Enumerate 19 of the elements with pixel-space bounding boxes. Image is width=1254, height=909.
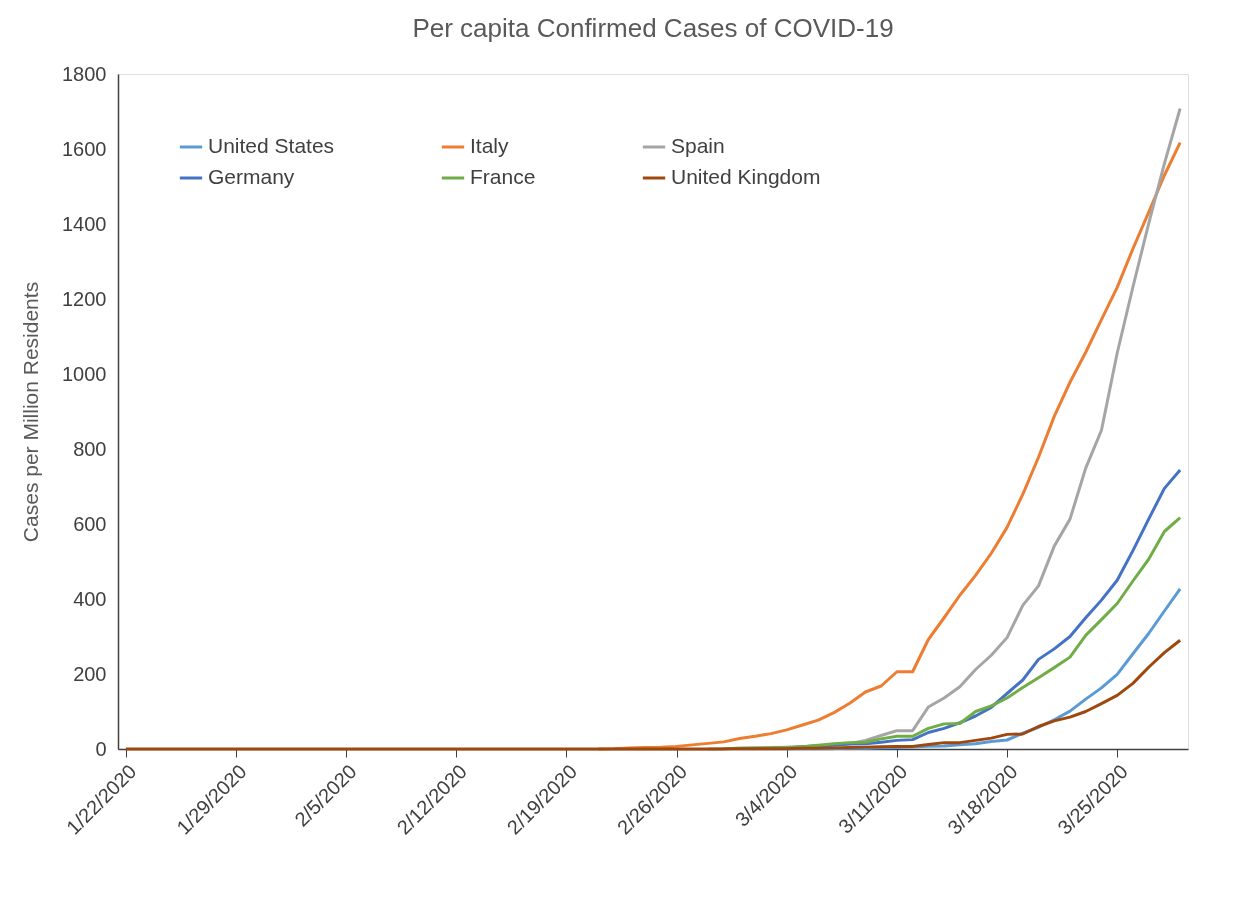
legend-label: United Kingdom bbox=[671, 165, 821, 188]
y-tick-label: 200 bbox=[73, 662, 107, 685]
y-tick-label: 1200 bbox=[62, 287, 107, 310]
chart-title: Per capita Confirmed Cases of COVID-19 bbox=[412, 13, 894, 43]
y-tick-label: 1800 bbox=[62, 62, 107, 85]
y-tick-label: 600 bbox=[73, 512, 107, 535]
y-tick-label: 400 bbox=[73, 587, 107, 610]
y-tick-label: 0 bbox=[95, 737, 107, 760]
y-tick-label: 1000 bbox=[62, 362, 107, 385]
y-axis-title: Cases per Million Residents bbox=[19, 281, 43, 543]
y-tick-label: 1600 bbox=[62, 137, 107, 160]
y-tick-label: 800 bbox=[73, 437, 107, 460]
legend-label: France bbox=[470, 165, 536, 188]
y-tick-label: 1400 bbox=[62, 212, 107, 235]
legend-label: United States bbox=[208, 134, 335, 157]
legend-label: Italy bbox=[470, 134, 510, 157]
legend-label: Spain bbox=[671, 134, 725, 157]
legend-label: Germany bbox=[208, 165, 295, 188]
line-series bbox=[124, 638, 1182, 751]
